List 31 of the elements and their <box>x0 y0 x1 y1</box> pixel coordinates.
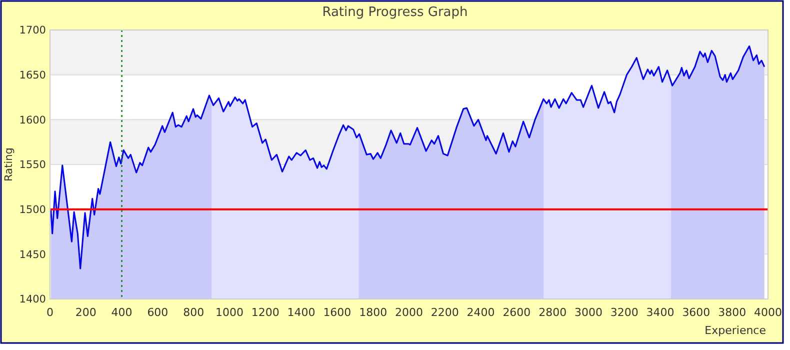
x-tick-label: 400 <box>111 306 132 319</box>
x-tick-label: 1800 <box>359 306 388 319</box>
x-tick-label: 2200 <box>430 306 459 319</box>
x-tick-label: 200 <box>75 306 96 319</box>
chart-title: Rating Progress Graph <box>322 5 468 20</box>
x-tick-label: 600 <box>147 306 168 319</box>
x-tick-label: 1200 <box>251 306 280 319</box>
x-tick-label: 800 <box>183 306 204 319</box>
y-tick-label: 1550 <box>19 159 46 172</box>
y-tick-label: 1600 <box>19 114 46 126</box>
x-tick-label: 1400 <box>287 306 316 319</box>
y-tick-label: 1700 <box>19 24 46 37</box>
y-tick-label: 1450 <box>19 248 46 261</box>
x-tick-label: 4000 <box>754 306 782 319</box>
y-tick-label: 1400 <box>19 294 46 306</box>
y-tick-label: 1650 <box>19 70 46 82</box>
y-tick-label: 1500 <box>19 204 46 216</box>
y-axis-title: Rating <box>3 148 15 182</box>
x-tick-label: 1000 <box>216 306 244 319</box>
x-tick-label: 0 <box>46 306 54 319</box>
x-tick-label: 2600 <box>502 306 531 319</box>
x-tick-label: 3800 <box>718 306 746 319</box>
x-tick-label: 3600 <box>682 306 710 319</box>
x-tick-label: 3400 <box>646 306 674 319</box>
x-axis-title: Experience <box>704 324 766 337</box>
x-tick-label: 2800 <box>538 306 567 319</box>
x-tick-label: 3000 <box>574 306 602 319</box>
x-tick-label: 2000 <box>395 306 423 319</box>
x-tick-label: 2400 <box>466 306 495 319</box>
x-tick-label: 3200 <box>610 306 638 319</box>
x-tick-label: 1600 <box>323 306 352 319</box>
